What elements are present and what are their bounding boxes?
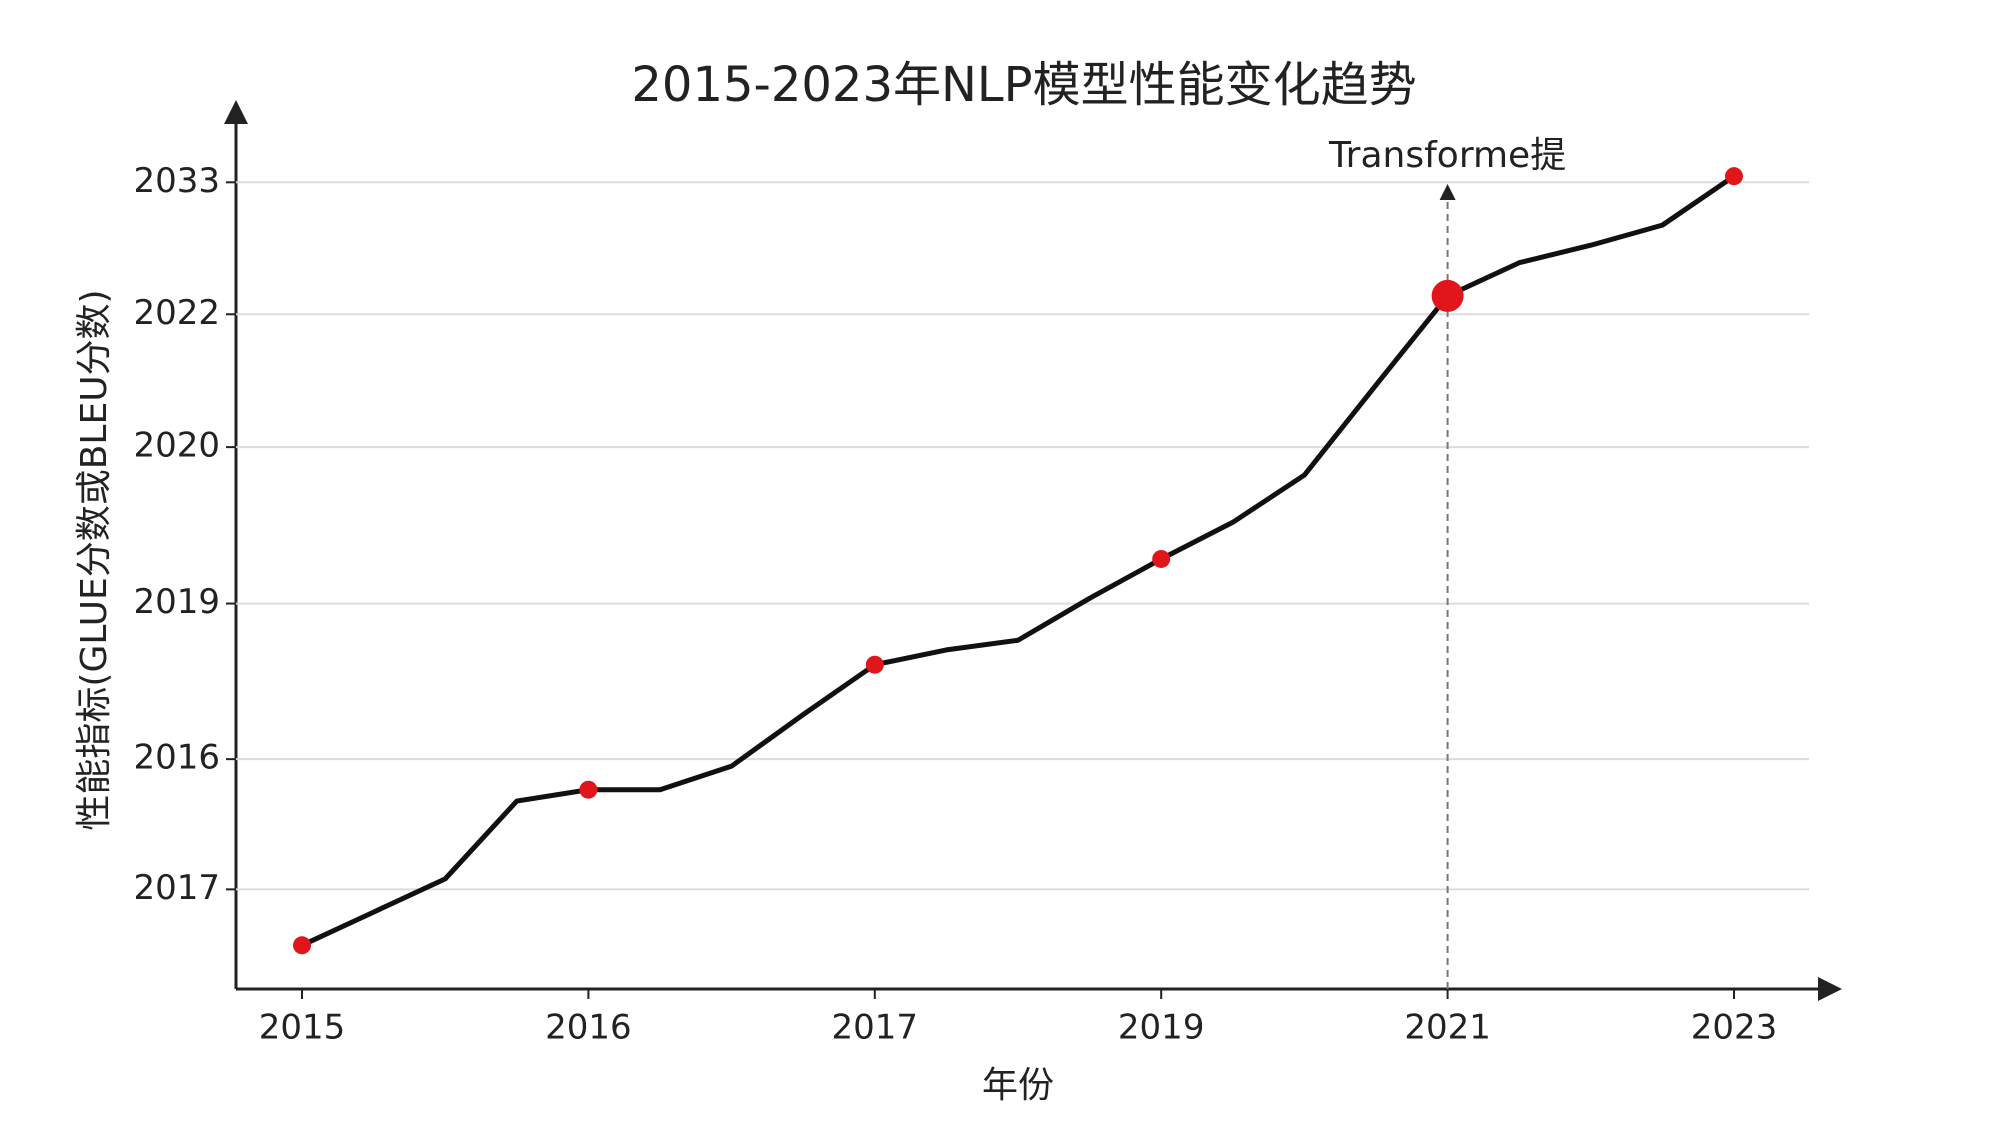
x-axis-label: 年份 [982,1065,1054,1106]
x-tick-label: 2017 [832,1008,919,1048]
x-tick-label: 2016 [545,1008,632,1048]
marker [1431,279,1464,312]
x-tick-label: 2021 [1404,1008,1491,1048]
y-axis-label: 性能指标(GLUE分数或BLEU分数) [74,289,115,830]
y-tick-label: 2016 [133,738,220,778]
x-tick-label: 2019 [1118,1008,1205,1048]
marker [865,655,884,674]
y-tick-label: 2017 [133,868,220,908]
x-tick-label: 2023 [1691,1008,1778,1048]
marker [293,936,311,955]
y-tick-label: 2020 [133,426,220,466]
y-tick-label: 2019 [133,582,220,622]
annotation: Transforme提 [1328,135,1566,176]
line [300,174,1736,948]
y-tick-label: 2033 [133,161,220,201]
marker [579,780,598,799]
chart-title: 2015-2023年NLP模型性能变化趋势 [631,57,1416,113]
x-tick-label: 2015 [259,1008,346,1048]
marker [1152,549,1171,568]
y-tick-label: 2022 [133,293,220,333]
marker [1725,167,1743,186]
